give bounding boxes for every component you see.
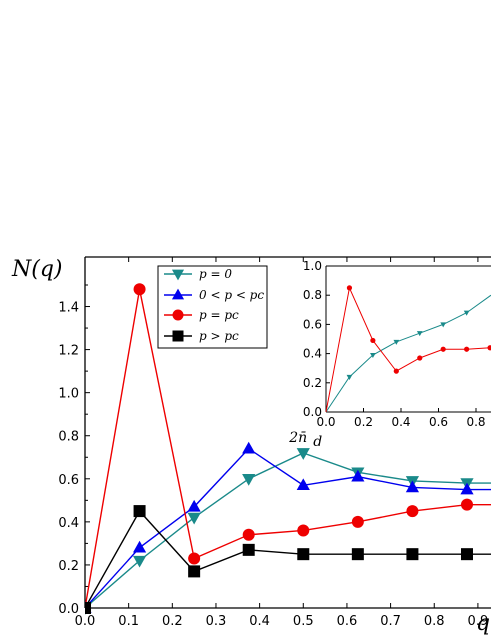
inset-data-point <box>440 346 446 352</box>
x-tick-label: 0.9 <box>468 614 489 629</box>
annotation-2nd: 2n̄ <box>288 430 307 446</box>
inset-data-point <box>463 310 470 316</box>
legend-marker <box>171 269 185 281</box>
data-point <box>242 441 256 454</box>
y-tick-label: 1.2 <box>58 344 79 359</box>
x-tick-label: 0.5 <box>293 614 314 629</box>
legend-label: p = 0 <box>199 267 232 281</box>
data-point <box>242 543 255 556</box>
annotation-sub: d <box>313 434 322 450</box>
inset-background <box>326 266 491 412</box>
data-point <box>297 524 310 537</box>
data-point <box>242 473 256 486</box>
inset-data-point <box>416 331 423 337</box>
data-point <box>188 552 201 565</box>
inset-data-point <box>370 337 376 344</box>
data-point <box>187 499 201 512</box>
y-tick-label: 0.0 <box>58 602 79 617</box>
y-tick-label: 1.4 <box>58 301 79 316</box>
inset-data-point <box>393 339 400 345</box>
y-tick-label: 0.6 <box>58 473 79 488</box>
data-point <box>188 565 201 578</box>
x-axis-label: q <box>476 611 490 635</box>
x-tick-label: 0.7 <box>380 614 401 629</box>
x-tick-label: 0.3 <box>206 614 227 629</box>
inset-x-tick-label: 0.0 <box>316 415 335 429</box>
data-point <box>133 505 146 518</box>
data-point <box>460 498 473 511</box>
x-tick-label: 0.6 <box>337 614 358 629</box>
inset-y-tick-label: 0.4 <box>303 347 322 361</box>
data-point <box>187 512 201 525</box>
x-tick-label: 0.2 <box>162 614 183 629</box>
inset-plot: 0.0 0.2 0.4 0.6 0.8 0.0 0.2 0.4 0.6 0.8 1.0 <box>303 259 491 429</box>
inset-series-line <box>325 294 491 413</box>
y-tick-label: 0.4 <box>58 516 79 531</box>
inset-y-tick-label: 0.2 <box>303 376 322 390</box>
legend-marker <box>172 309 184 321</box>
x-tick-label: 0.1 <box>118 614 139 629</box>
legend-label: p = pc <box>199 308 239 322</box>
x-tick-label: 0.8 <box>424 614 445 629</box>
inset-y-tick-label: 0.8 <box>303 288 322 302</box>
data-point <box>132 540 147 553</box>
legend-marker <box>171 288 185 300</box>
series-line <box>85 452 491 609</box>
inset-x-tick-label: 0.6 <box>429 415 448 429</box>
legend: p = 0 0 < p < pc p = pc p > pc <box>157 265 268 349</box>
data-point <box>351 515 364 528</box>
inset-data-point <box>440 322 447 328</box>
inset-data-point <box>393 368 399 374</box>
inset-data-point <box>370 352 376 359</box>
data-point <box>132 555 147 568</box>
inset-x-tick-label: 0.2 <box>354 415 373 429</box>
data-point <box>85 602 91 614</box>
data-point <box>351 469 365 482</box>
data-point <box>133 283 146 296</box>
data-point <box>297 548 310 561</box>
data-point <box>460 482 474 495</box>
data-point <box>296 448 310 460</box>
inset-data-point <box>417 355 423 361</box>
inset-data-point <box>346 285 353 291</box>
main-plot: 0.0 0.1 0.2 0.3 0.4 0.5 0.6 0.7 0.8 0.90.00.20.40… <box>11 256 491 635</box>
data-point <box>406 548 419 561</box>
y-tick-label: 0.8 <box>58 430 79 445</box>
data-point <box>296 478 310 491</box>
inset-y-tick-label: 0.6 <box>303 317 322 331</box>
inset-y-tick-label: 0.0 <box>303 405 322 419</box>
main-series-group <box>85 283 491 615</box>
data-point <box>460 548 473 561</box>
series-line <box>85 447 491 609</box>
y-axis-label: N(q) <box>11 257 63 282</box>
inset-x-tick-label: 0.8 <box>466 415 485 429</box>
inset-y-tick-label: 1.0 <box>303 259 322 273</box>
data-point <box>405 480 420 493</box>
data-point <box>406 505 419 518</box>
x-tick-label: 0.0 <box>75 614 96 629</box>
x-tick-label: 0.4 <box>249 614 270 629</box>
legend-label: p > pc <box>199 329 239 343</box>
inset-data-point <box>464 346 470 352</box>
inset-data-point <box>487 345 491 351</box>
y-tick-label: 0.2 <box>58 559 79 574</box>
inset-x-tick-label: 0.4 <box>391 415 410 429</box>
data-point <box>351 548 364 561</box>
series-line <box>85 509 491 609</box>
legend-marker <box>172 330 184 342</box>
legend-label: 0 < p < pc <box>199 288 264 302</box>
data-point <box>242 528 255 541</box>
inset-data-point <box>346 374 353 380</box>
y-tick-label: 1.0 <box>58 387 79 402</box>
